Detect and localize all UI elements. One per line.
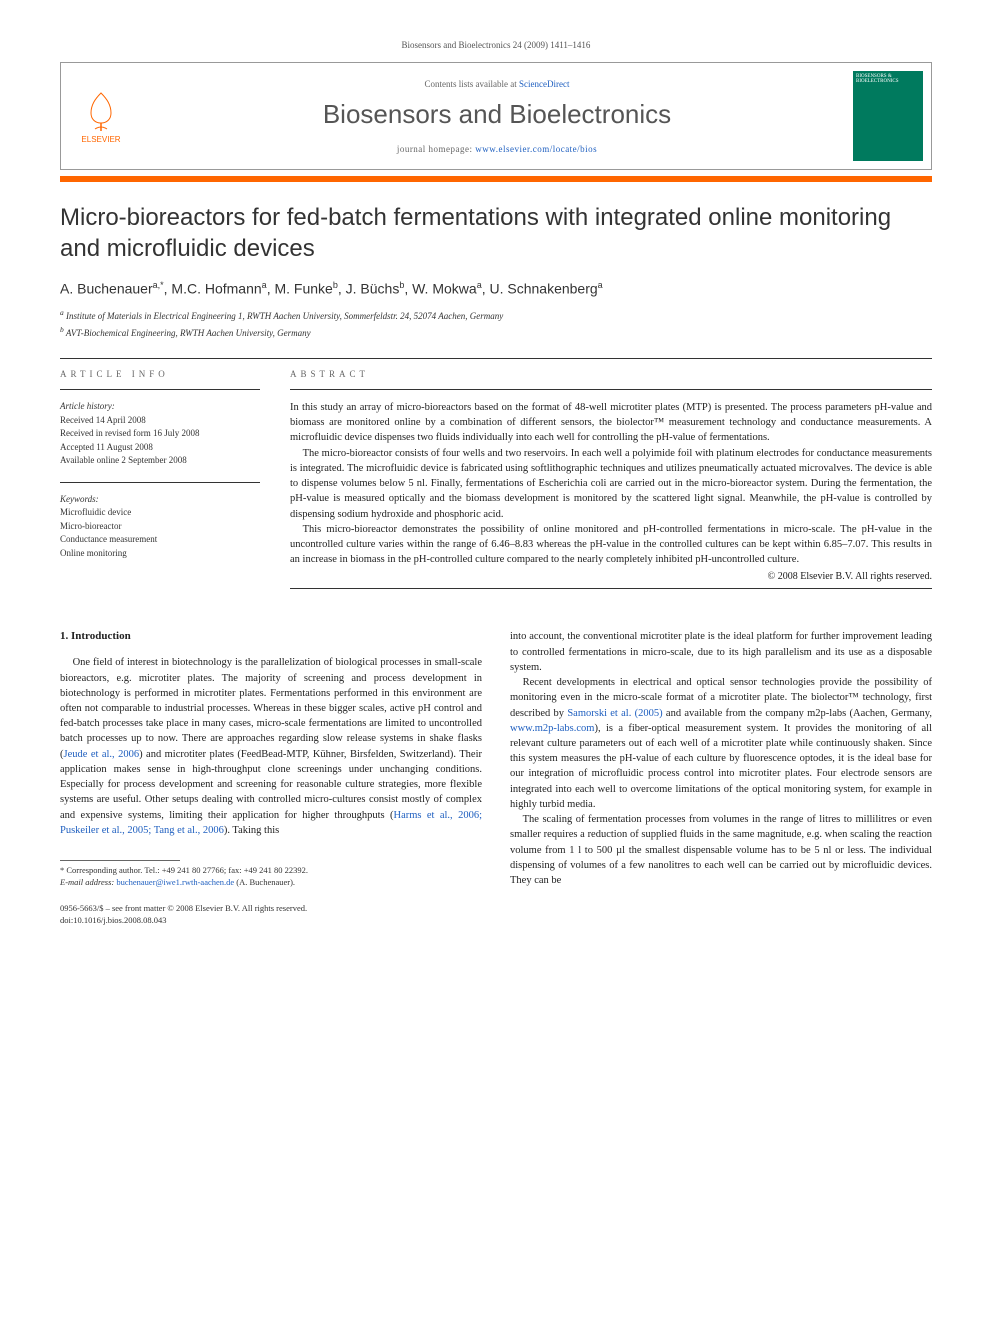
running-header: Biosensors and Bioelectronics 24 (2009) … bbox=[60, 40, 932, 50]
article-info-heading: article info bbox=[60, 369, 260, 379]
homepage-label: journal homepage: bbox=[397, 144, 475, 154]
history-item: Received in revised form 16 July 2008 bbox=[60, 427, 260, 441]
history-item: Received 14 April 2008 bbox=[60, 414, 260, 428]
corresponding-email-link[interactable]: buchenauer@iwe1.rwth-aachen.de bbox=[116, 877, 234, 887]
abstract-text: In this study an array of micro-bioreact… bbox=[290, 400, 932, 567]
citation-link[interactable]: Samorski et al. (2005) bbox=[567, 708, 662, 719]
publisher-logo-text: ELSEVIER bbox=[69, 135, 133, 144]
body-paragraph: One field of interest in biotechnology i… bbox=[60, 655, 482, 838]
article-history-block: Article history: Received 14 April 2008 … bbox=[60, 400, 260, 468]
keyword: Conductance measurement bbox=[60, 533, 260, 547]
abstract-paragraph: This micro-bioreactor demonstrates the p… bbox=[290, 522, 932, 568]
body-right-column: into account, the conventional microtite… bbox=[510, 629, 932, 926]
doi-line: doi:10.1016/j.bios.2008.08.043 bbox=[60, 915, 482, 927]
keywords-block: Keywords: Microfluidic device Micro-bior… bbox=[60, 493, 260, 561]
body-paragraph: into account, the conventional microtite… bbox=[510, 629, 932, 675]
elsevier-tree-icon bbox=[81, 89, 121, 133]
contents-text: Contents lists available at bbox=[425, 79, 519, 89]
section-heading: 1. Introduction bbox=[60, 629, 482, 645]
abstract-column: abstract In this study an array of micro… bbox=[290, 369, 932, 599]
contents-available-line: Contents lists available at ScienceDirec… bbox=[141, 79, 853, 89]
body-left-column: 1. Introduction One field of interest in… bbox=[60, 629, 482, 926]
history-item: Accepted 11 August 2008 bbox=[60, 441, 260, 455]
journal-homepage-link[interactable]: www.elsevier.com/locate/bios bbox=[475, 144, 597, 154]
citation-link[interactable]: Harms et al., 2006; Puskeiler et al., 20… bbox=[60, 810, 482, 836]
email-line: E-mail address: buchenauer@iwe1.rwth-aac… bbox=[60, 877, 482, 889]
affiliation-b: b AVT-Biochemical Engineering, RWTH Aach… bbox=[60, 324, 932, 341]
external-link[interactable]: www.m2p-labs.com bbox=[510, 723, 594, 734]
authors-line: A. Buchenauera,*, M.C. Hofmanna, M. Funk… bbox=[60, 280, 932, 297]
affiliation-a: a Institute of Materials in Electrical E… bbox=[60, 307, 932, 324]
sciencedirect-link[interactable]: ScienceDirect bbox=[519, 79, 569, 89]
section-divider bbox=[60, 358, 932, 359]
journal-cover-thumbnail: BIOSENSORS & BIOELECTRONICS bbox=[853, 71, 923, 161]
orange-divider-bar bbox=[60, 176, 932, 182]
keywords-label: Keywords: bbox=[60, 493, 260, 507]
abstract-paragraph: In this study an array of micro-bioreact… bbox=[290, 400, 932, 446]
footnote-separator bbox=[60, 860, 180, 861]
citation-link[interactable]: Jeude et al., 2006 bbox=[64, 749, 140, 760]
keyword: Online monitoring bbox=[60, 547, 260, 561]
cover-text: BIOSENSORS & BIOELECTRONICS bbox=[856, 74, 920, 84]
affiliations: a Institute of Materials in Electrical E… bbox=[60, 307, 932, 340]
history-label: Article history: bbox=[60, 400, 260, 414]
journal-masthead: ELSEVIER Contents lists available at Sci… bbox=[60, 62, 932, 170]
journal-title: Biosensors and Bioelectronics bbox=[141, 99, 853, 130]
body-paragraph: Recent developments in electrical and op… bbox=[510, 675, 932, 812]
issn-line: 0956-5663/$ – see front matter © 2008 El… bbox=[60, 903, 482, 915]
corresponding-author-note: * Corresponding author. Tel.: +49 241 80… bbox=[60, 865, 482, 877]
publisher-logo: ELSEVIER bbox=[61, 89, 141, 144]
footnotes: * Corresponding author. Tel.: +49 241 80… bbox=[60, 865, 482, 889]
journal-homepage-line: journal homepage: www.elsevier.com/locat… bbox=[141, 144, 853, 154]
article-info-sidebar: article info Article history: Received 1… bbox=[60, 369, 260, 599]
issn-footer: 0956-5663/$ – see front matter © 2008 El… bbox=[60, 903, 482, 927]
keyword: Microfluidic device bbox=[60, 506, 260, 520]
article-title: Micro-bioreactors for fed-batch fermenta… bbox=[60, 202, 932, 264]
history-item: Available online 2 September 2008 bbox=[60, 454, 260, 468]
body-paragraph: The scaling of fermentation processes fr… bbox=[510, 812, 932, 888]
abstract-copyright: © 2008 Elsevier B.V. All rights reserved… bbox=[290, 571, 932, 582]
abstract-heading: abstract bbox=[290, 369, 932, 379]
abstract-paragraph: The micro-bioreactor consists of four we… bbox=[290, 446, 932, 522]
keyword: Micro-bioreactor bbox=[60, 520, 260, 534]
body-two-column: 1. Introduction One field of interest in… bbox=[60, 629, 932, 926]
